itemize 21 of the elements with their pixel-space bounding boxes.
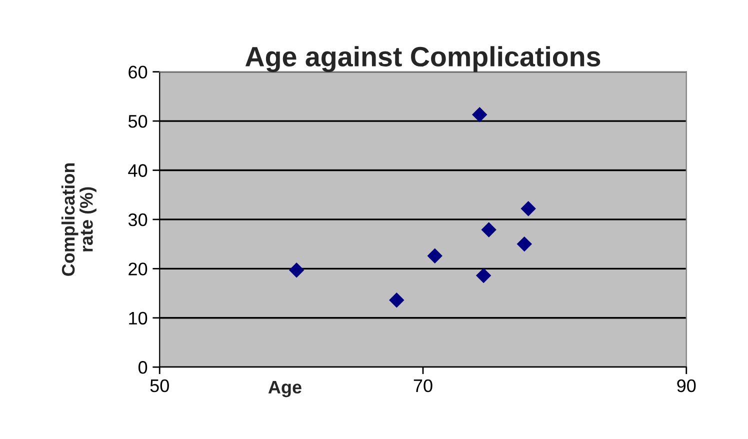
point xyxy=(476,268,492,284)
y-tick-label: 10 xyxy=(129,312,148,325)
y-tick-label: 20 xyxy=(128,262,148,276)
x-tick-label: 90 xyxy=(677,379,696,392)
point xyxy=(520,201,536,216)
x-tick-label: 70 xyxy=(414,379,432,392)
point xyxy=(427,248,442,264)
y-tick-label: 0 xyxy=(138,361,148,374)
x-axis-title: Age xyxy=(268,380,302,398)
point xyxy=(516,236,532,252)
y-axis-title: Complication rate (%) xyxy=(61,163,96,276)
point xyxy=(481,222,496,238)
y-tick-label: 40 xyxy=(128,164,148,177)
point xyxy=(288,262,304,278)
y-tick-label: 30 xyxy=(128,213,148,226)
chart-title: Age against Complications xyxy=(245,46,600,72)
point xyxy=(389,292,404,308)
point xyxy=(472,107,488,122)
x-tick-label: 50 xyxy=(150,379,169,392)
y-tick-label: 60 xyxy=(128,66,148,79)
y-tick-label: 50 xyxy=(128,114,148,128)
